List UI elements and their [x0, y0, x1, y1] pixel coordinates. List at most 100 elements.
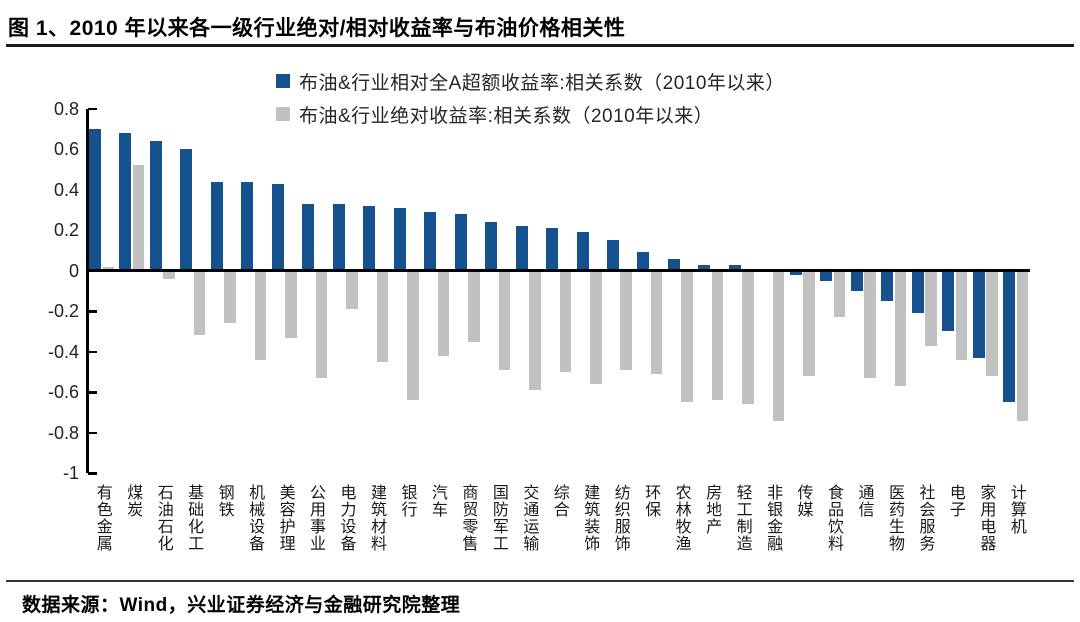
bar-absolute-银行	[407, 270, 419, 401]
x-category-label-公用事业: 公用事业	[307, 484, 325, 552]
bar-absolute-机械设备	[254, 270, 267, 360]
y-axis-tick-label: 0.6	[53, 139, 79, 160]
x-category-label-综合: 综合	[550, 484, 568, 518]
y-axis-tick	[88, 472, 97, 475]
bar-relative-传媒	[789, 270, 802, 275]
y-axis-tick-label: -0.4	[47, 341, 79, 362]
x-category-label-非银金融: 非银金融	[764, 484, 782, 552]
x-category-label-农林牧渔: 农林牧渔	[672, 484, 690, 552]
bar-absolute-煤炭	[132, 165, 145, 271]
y-axis-tick-label: -0.6	[47, 382, 79, 403]
bar-relative-环保	[637, 252, 650, 271]
x-category-label-机械设备: 机械设备	[246, 484, 264, 552]
bar-absolute-计算机	[1016, 270, 1029, 421]
bar-absolute-钢铁	[224, 270, 236, 324]
bar-relative-基础化工	[180, 149, 193, 271]
footer-divider	[6, 580, 1074, 582]
bar-relative-轻工制造	[728, 264, 741, 271]
y-axis-tick-label: 0.2	[53, 220, 79, 241]
x-category-label-纺织服饰: 纺织服饰	[611, 484, 629, 552]
bar-absolute-轻工制造	[742, 270, 754, 405]
bar-relative-医药生物	[881, 270, 894, 302]
bar-absolute-石油石化	[163, 270, 175, 279]
bar-absolute-农林牧渔	[681, 270, 693, 403]
bar-relative-石油石化	[149, 141, 162, 271]
bar-relative-商贸零售	[454, 214, 467, 271]
x-category-label-石油石化: 石油石化	[154, 484, 172, 552]
x-category-label-家用电器: 家用电器	[977, 484, 995, 552]
bar-relative-美容护理	[271, 183, 284, 271]
x-category-label-食品饮料: 食品饮料	[825, 484, 843, 552]
x-category-label-电力设备: 电力设备	[337, 484, 355, 552]
bar-relative-纺织服饰	[606, 240, 619, 271]
x-category-label-社会服务: 社会服务	[916, 484, 934, 552]
bar-absolute-建筑装饰	[590, 270, 602, 385]
bar-absolute-综合	[559, 270, 572, 372]
bar-absolute-医药生物	[894, 270, 907, 387]
y-axis-tick	[88, 310, 97, 313]
bar-absolute-公用事业	[315, 270, 328, 378]
bar-absolute-纺织服饰	[620, 270, 632, 370]
x-category-label-医药生物: 医药生物	[885, 484, 903, 552]
x-category-label-银行: 银行	[398, 484, 416, 518]
x-category-label-环保: 环保	[642, 484, 660, 518]
figure-title: 图 1、2010 年以来各一级行业绝对/相对收益率与布油价格相关性	[8, 17, 626, 40]
y-axis-tick-label: -1	[62, 463, 79, 484]
bar-relative-建筑装饰	[576, 232, 589, 271]
bar-absolute-房地产	[711, 270, 724, 401]
y-axis-tick-label: -0.8	[47, 422, 79, 443]
title-divider	[6, 44, 1074, 47]
y-axis-tick-label: 0.8	[53, 98, 79, 119]
y-axis-tick	[88, 391, 97, 394]
bar-absolute-国防军工	[498, 270, 511, 370]
bar-absolute-电力设备	[346, 270, 358, 310]
y-axis-tick-label: 0	[68, 260, 79, 281]
legend-swatch-gray-icon	[276, 107, 290, 121]
bar-absolute-食品饮料	[833, 270, 846, 318]
bar-relative-银行	[393, 207, 406, 271]
bar-relative-建筑材料	[363, 205, 376, 271]
bar-relative-钢铁	[210, 181, 223, 271]
bar-relative-综合	[546, 228, 559, 271]
y-axis-line	[86, 108, 89, 474]
data-source-note: 数据来源：Wind，兴业证券经济与金融研究院整理	[22, 595, 461, 616]
legend-label-relative: 布油&行业相对全A超额收益率:相关系数（2010年以来）	[299, 72, 785, 94]
x-category-label-建筑装饰: 建筑装饰	[581, 484, 599, 552]
x-category-label-美容护理: 美容护理	[276, 484, 294, 552]
x-category-label-交通运输: 交通运输	[520, 484, 538, 552]
bar-relative-有色金属	[89, 128, 101, 271]
x-category-label-轻工制造: 轻工制造	[733, 484, 751, 552]
zero-baseline	[88, 269, 1030, 273]
x-category-label-传媒: 传媒	[794, 484, 812, 518]
bar-relative-交通运输	[515, 226, 528, 271]
bar-absolute-基础化工	[193, 270, 206, 336]
x-category-label-钢铁: 钢铁	[215, 484, 233, 518]
y-axis-tick	[88, 107, 97, 110]
legend-swatch-blue-icon	[276, 74, 290, 88]
x-category-label-通信: 通信	[855, 484, 873, 518]
bar-relative-电力设备	[332, 203, 345, 271]
bar-absolute-汽车	[437, 270, 450, 356]
bar-absolute-非银金融	[772, 270, 785, 421]
y-axis-tick-label: -0.2	[47, 301, 79, 322]
bar-absolute-电子	[955, 270, 968, 360]
x-category-label-商贸零售: 商贸零售	[459, 484, 477, 552]
bar-relative-计算机	[1003, 270, 1016, 403]
y-axis-tick	[88, 431, 97, 434]
bar-absolute-社会服务	[925, 270, 937, 346]
x-category-label-汽车: 汽车	[428, 484, 446, 518]
bar-absolute-环保	[650, 270, 663, 374]
x-category-label-有色金属: 有色金属	[93, 484, 111, 552]
bar-absolute-建筑材料	[376, 270, 389, 362]
bar-absolute-交通运输	[529, 270, 541, 391]
x-category-label-国防军工: 国防军工	[489, 484, 507, 552]
bar-relative-家用电器	[972, 270, 985, 358]
bar-relative-电子	[942, 270, 955, 332]
bar-relative-机械设备	[241, 181, 254, 271]
bar-relative-汽车	[424, 211, 437, 271]
bar-relative-房地产	[698, 264, 711, 271]
x-category-label-计算机: 计算机	[1007, 484, 1025, 535]
bar-absolute-传媒	[803, 270, 815, 376]
bar-absolute-商贸零售	[468, 270, 480, 342]
